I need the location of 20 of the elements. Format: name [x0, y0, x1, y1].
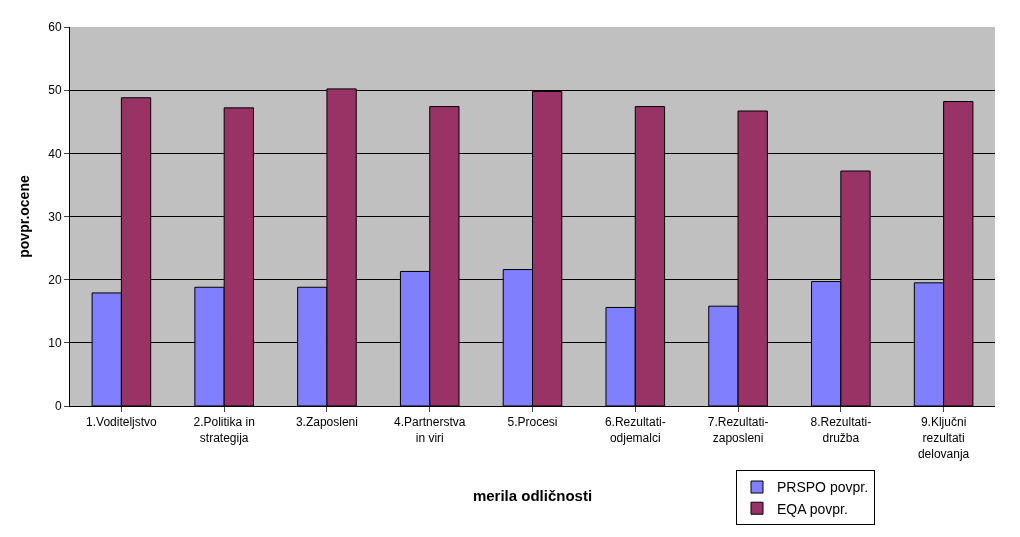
y-tick-label: 10: [48, 336, 62, 351]
x-tick-label: 8.Rezultati-družba: [810, 415, 872, 445]
y-tick-label: 50: [48, 83, 62, 98]
x-tick-label: 4.Partnerstva in viri: [394, 415, 466, 445]
y-tick-label: 40: [48, 146, 62, 161]
x-tick-label: 9.Ključni rezultati delovanja: [917, 415, 970, 461]
x-axis-title: merila odličnosti: [472, 486, 593, 504]
y-tick-label: 30: [48, 209, 62, 224]
x-tick-label: 7.Rezultati-zaposleni: [707, 415, 769, 445]
x-tick-label: 1.Voditeljstvo: [86, 415, 158, 430]
x-tick-label: 5.Procesi: [507, 415, 558, 430]
x-tick-label: 6.Rezultati-odjemalci: [604, 415, 666, 445]
x-tick-label: 3.Zaposleni: [295, 415, 358, 430]
y-tick-label: 20: [48, 272, 62, 287]
y-tick-label: 60: [48, 20, 62, 35]
y-tick-label: 0: [54, 399, 62, 414]
x-tick-label: 2.Politika in strategija: [193, 415, 255, 445]
legend-label: PRSPO povpr.: [777, 479, 869, 496]
legend-label: EQA povpr.: [777, 500, 848, 517]
y-axis-title: povpr.ocene: [15, 175, 32, 258]
